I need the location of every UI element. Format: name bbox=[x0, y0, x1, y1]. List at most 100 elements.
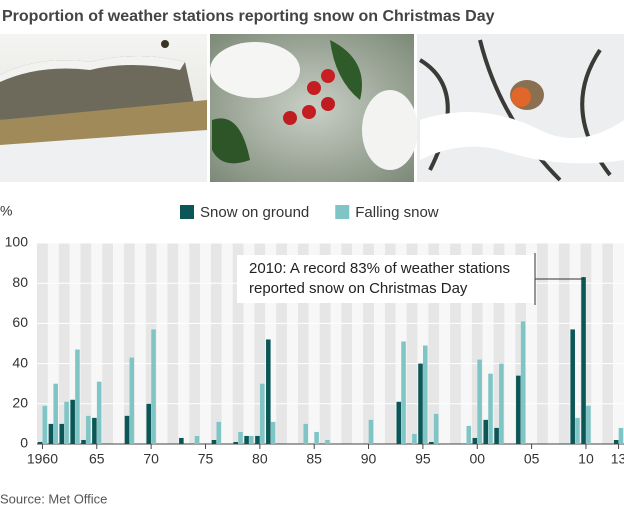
year-stripe bbox=[330, 243, 342, 444]
bar bbox=[96, 381, 102, 444]
year-stripe bbox=[341, 243, 353, 444]
y-tick-label: 40 bbox=[12, 354, 28, 370]
year-stripe bbox=[189, 243, 201, 444]
x-tick-label: 00 bbox=[469, 451, 485, 467]
legend-swatch bbox=[180, 205, 194, 219]
year-stripe bbox=[526, 243, 538, 444]
bar bbox=[259, 383, 265, 444]
bar bbox=[70, 399, 75, 444]
x-tick-label: 65 bbox=[89, 451, 105, 467]
bar bbox=[483, 419, 489, 444]
year-stripe bbox=[547, 243, 559, 444]
y-tick-label: 60 bbox=[12, 314, 28, 330]
bar bbox=[233, 441, 238, 444]
x-tick-label: 90 bbox=[361, 451, 377, 467]
photo-holly bbox=[210, 34, 418, 182]
bar bbox=[477, 359, 482, 444]
bar bbox=[86, 415, 91, 444]
x-tick-label: 1960 bbox=[27, 451, 58, 467]
bar bbox=[325, 439, 330, 444]
annotation-text: reported snow on Christmas Day bbox=[249, 280, 468, 297]
year-stripe bbox=[276, 243, 288, 444]
year-stripe bbox=[178, 243, 190, 444]
year-stripe bbox=[569, 243, 581, 444]
year-stripe bbox=[80, 243, 92, 444]
annotation-box bbox=[237, 255, 535, 303]
year-stripe bbox=[352, 243, 364, 444]
year-stripe bbox=[384, 243, 396, 444]
year-stripe bbox=[493, 243, 505, 444]
bar bbox=[129, 357, 135, 444]
bar bbox=[613, 439, 619, 444]
bar bbox=[146, 403, 152, 444]
bar bbox=[586, 405, 591, 444]
year-stripe bbox=[602, 243, 614, 444]
legend-swatch bbox=[335, 205, 350, 219]
legend-label: Falling snow bbox=[355, 204, 439, 221]
bar bbox=[124, 415, 130, 444]
y-tick-label: 80 bbox=[12, 274, 28, 290]
annotation-leader bbox=[535, 277, 585, 280]
bar bbox=[520, 321, 526, 444]
chart-title: Proportion of weather stations reporting… bbox=[2, 8, 495, 25]
bar bbox=[48, 423, 54, 444]
bar bbox=[423, 345, 428, 444]
year-stripe bbox=[613, 243, 624, 444]
year-stripe bbox=[537, 243, 548, 444]
bar bbox=[270, 421, 276, 444]
bar bbox=[488, 373, 493, 444]
bar bbox=[314, 431, 319, 444]
y-tick-label: 100 bbox=[5, 234, 29, 250]
bar bbox=[401, 341, 406, 444]
year-stripe bbox=[428, 243, 440, 444]
year-stripe bbox=[210, 243, 222, 444]
x-tick-label: 95 bbox=[415, 451, 431, 467]
bar bbox=[429, 441, 434, 444]
year-stripe bbox=[102, 243, 114, 444]
year-stripe bbox=[515, 243, 527, 444]
year-stripe bbox=[123, 243, 135, 444]
bar bbox=[418, 363, 423, 444]
year-stripe bbox=[373, 243, 385, 444]
x-tick-label: 05 bbox=[524, 451, 540, 467]
y-axis-label: % bbox=[0, 203, 12, 219]
year-stripe bbox=[504, 243, 516, 444]
bar bbox=[266, 339, 271, 444]
year-stripe bbox=[265, 243, 277, 444]
source: Source: Met Office bbox=[0, 491, 107, 506]
bar bbox=[151, 329, 156, 444]
year-stripe bbox=[308, 243, 320, 444]
year-stripe bbox=[395, 243, 407, 444]
bar bbox=[244, 435, 249, 444]
year-stripe bbox=[406, 243, 418, 444]
bar bbox=[412, 433, 417, 444]
year-stripe bbox=[439, 243, 451, 444]
year-stripe bbox=[58, 243, 70, 444]
bar bbox=[179, 437, 184, 444]
x-tick-label: 75 bbox=[198, 451, 214, 467]
y-tick-label: 20 bbox=[12, 395, 28, 411]
bar bbox=[75, 349, 80, 444]
year-stripe bbox=[134, 243, 146, 444]
bar bbox=[433, 413, 439, 444]
x-tick-label: 70 bbox=[143, 451, 159, 467]
year-stripe bbox=[482, 243, 494, 444]
x-tick-label: 80 bbox=[252, 451, 268, 467]
photo-robin bbox=[417, 34, 624, 182]
year-stripe bbox=[145, 243, 157, 444]
bar bbox=[368, 419, 374, 444]
bar bbox=[516, 375, 521, 444]
year-stripe bbox=[460, 243, 472, 444]
year-stripe bbox=[319, 243, 331, 444]
year-stripe bbox=[47, 243, 59, 444]
year-stripe bbox=[156, 243, 168, 444]
year-stripe bbox=[417, 243, 429, 444]
year-stripe bbox=[243, 243, 255, 444]
bar bbox=[211, 439, 217, 444]
year-stripe bbox=[287, 243, 298, 444]
bar bbox=[303, 423, 309, 444]
year-stripe bbox=[363, 243, 374, 444]
bar bbox=[570, 329, 575, 444]
bar bbox=[81, 439, 86, 444]
